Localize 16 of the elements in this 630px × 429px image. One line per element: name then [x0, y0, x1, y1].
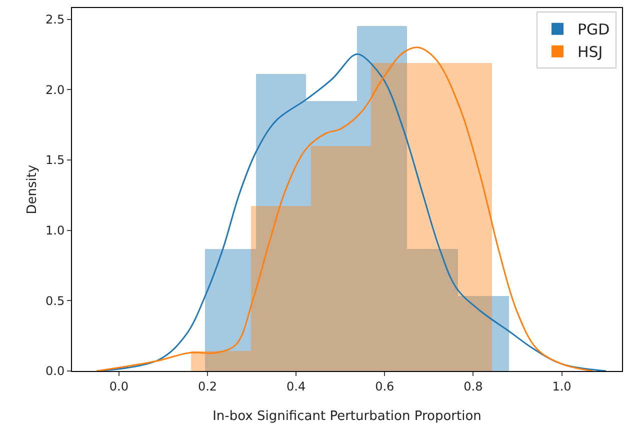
y-tick-label: 0.5: [46, 294, 65, 308]
y-tick-label: 2.5: [46, 12, 65, 26]
x-tick-label: 0.6: [375, 379, 394, 394]
x-tick-label: 0.4: [286, 379, 306, 394]
y-tick-label: 1.5: [46, 153, 65, 168]
x-axis-title: In-box Significant Perturbation Proportion: [212, 409, 482, 424]
y-tick-label: 2.0: [46, 82, 65, 97]
legend-label: PGD: [578, 20, 610, 39]
x-tick-label: 1.0: [552, 379, 572, 394]
x-tick-label: 0.0: [109, 379, 128, 394]
legend-label: HSJ: [578, 43, 603, 62]
y-tick-label: 0.0: [46, 364, 65, 378]
x-tick-label: 0.2: [198, 379, 218, 394]
x-tick-label: 0.8: [464, 379, 483, 394]
y-axis-title: Density: [25, 164, 40, 214]
y-tick-label: 1.0: [46, 224, 65, 238]
